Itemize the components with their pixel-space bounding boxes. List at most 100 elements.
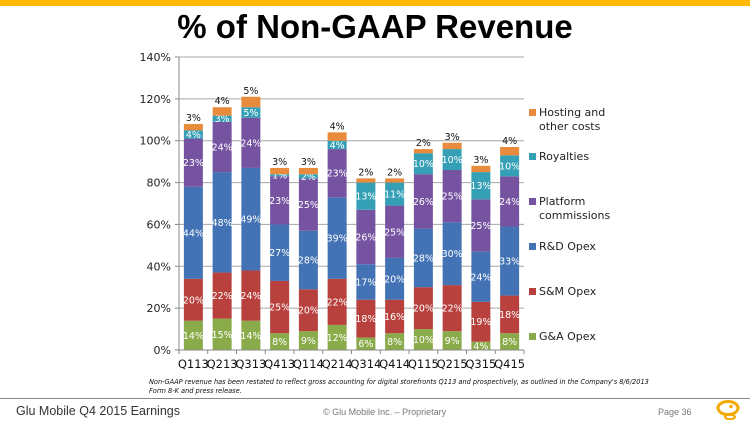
glu-logo-icon [716,400,740,420]
legend-item-g-a-opex: G&A Opex [529,330,596,343]
data-label: 10% [413,335,434,346]
data-label: 17% [355,277,376,288]
y-tick-label: 120% [140,93,171,106]
top-accent-bar [0,0,750,6]
data-label: 4% [215,96,230,107]
bar-segment-s-m-opex [298,289,318,332]
y-tick-label: 80% [147,177,171,190]
bar-segment-hosting-and-other-costs [298,167,318,175]
y-tick-label: 140% [140,51,171,64]
x-tick-label: Q213 [207,357,238,371]
bar-segment-r-d-opex [413,228,433,288]
legend-label-line-2: commissions [539,209,610,222]
data-label: 28% [413,253,434,264]
bar-segment-royalties [183,130,203,139]
data-label: 20% [298,306,319,317]
bar-segment-r-d-opex [500,226,520,296]
bar-segment-r-d-opex [212,172,232,273]
data-label: 25% [442,192,463,203]
bar-stack-q314: 6% 18% 17% 26% 13% 2% [355,167,376,350]
data-label: 4% [502,136,517,147]
data-label: 24% [212,142,233,153]
data-label: 3% [445,132,460,143]
footnote-line-1: Non-GAAP revenue has been restated to re… [149,378,649,386]
data-label: 23% [183,158,204,169]
footnote: Non-GAAP revenue has been restated to re… [149,378,709,396]
data-label: 6% [358,339,373,350]
data-label: 5% [243,108,258,119]
bar-segment-g-a-opex [385,333,405,350]
bar-segment-hosting-and-other-costs [327,132,347,141]
data-label: 20% [183,295,204,306]
bar-segment-hosting-and-other-costs [413,149,433,154]
bar-segment-r-d-opex [356,264,376,300]
data-label: 2% [387,167,402,178]
gridlines [179,56,524,309]
bar-stack-q214: 12% 22% 39% 23% 4% 4% [327,121,348,350]
bar-segment-g-a-opex [413,329,433,350]
data-label: 3% [215,114,230,125]
bar-segment-s-m-opex [212,272,232,319]
bar-segment-platform-commissions [356,209,376,265]
data-label: 13% [470,181,491,192]
bar-segment-g-a-opex [212,318,232,350]
data-label: 25% [470,221,491,232]
bar-segment-platform-commissions [183,138,203,187]
bar-segment-hosting-and-other-costs [241,96,261,108]
data-label: 3% [272,157,287,168]
footnote-line-2: Form 8-K and press release. [149,387,242,395]
data-label: 18% [499,310,520,321]
bar-segment-hosting-and-other-costs [471,165,491,173]
legend-swatch [529,243,536,250]
bar-segment-s-m-opex [183,278,203,321]
data-label: 9% [445,336,460,347]
data-label: 49% [240,215,261,226]
bar-stack-q114: 9% 20% 28% 25% 2% 3% [298,157,319,350]
bar-segment-s-m-opex [270,280,290,334]
x-tick-label: Q215 [437,357,468,371]
bar-segment-g-a-opex [241,320,261,350]
bar-segment-hosting-and-other-costs [183,123,203,131]
legend-swatch [529,153,536,160]
x-tick-label: Q414 [379,357,410,371]
x-tick-label: Q415 [494,357,525,371]
x-tick-label: Q413 [264,357,295,371]
data-label: 2% [416,138,431,149]
bar-segment-r-d-opex [471,251,491,302]
bar-segment-royalties [356,182,376,210]
data-label: 24% [240,291,261,302]
data-label: 4% [330,140,345,151]
legend-label-line-2: other costs [539,120,601,133]
bar-segment-r-d-opex [183,186,203,279]
x-tick-label: Q115 [408,357,439,371]
bar-segment-r-d-opex [442,222,462,286]
legend-label: G&A Opex [539,330,596,343]
legend-swatch [529,288,536,295]
data-label: 3% [473,155,488,166]
data-label: 39% [327,234,348,245]
bar-segment-platform-commissions [385,205,405,258]
bar-segment-g-a-opex [270,333,290,350]
bar-segment-hosting-and-other-costs [385,178,405,183]
data-label: 25% [298,200,319,211]
bar-segment-s-m-opex [356,299,376,338]
data-label: 5% [243,86,258,97]
bar-segment-royalties [241,107,261,118]
bar-segment-g-a-opex [356,337,376,350]
data-label: 30% [442,249,463,260]
data-label: 19% [470,317,491,328]
bar-segment-royalties [442,149,462,171]
bar-segment-hosting-and-other-costs [500,146,520,156]
legend-item-s-m-opex: S&M Opex [529,285,597,298]
bar-segment-platform-commissions [270,176,290,225]
bar-segment-r-d-opex [298,230,318,290]
bar-segment-s-m-opex [500,295,520,334]
data-label: 23% [327,169,348,180]
bar-stack-q414: 8% 16% 20% 25% 11% 2% [384,167,405,350]
data-label: 4% [330,121,345,132]
bar-segment-royalties [298,174,318,179]
legend-swatch [529,198,536,205]
